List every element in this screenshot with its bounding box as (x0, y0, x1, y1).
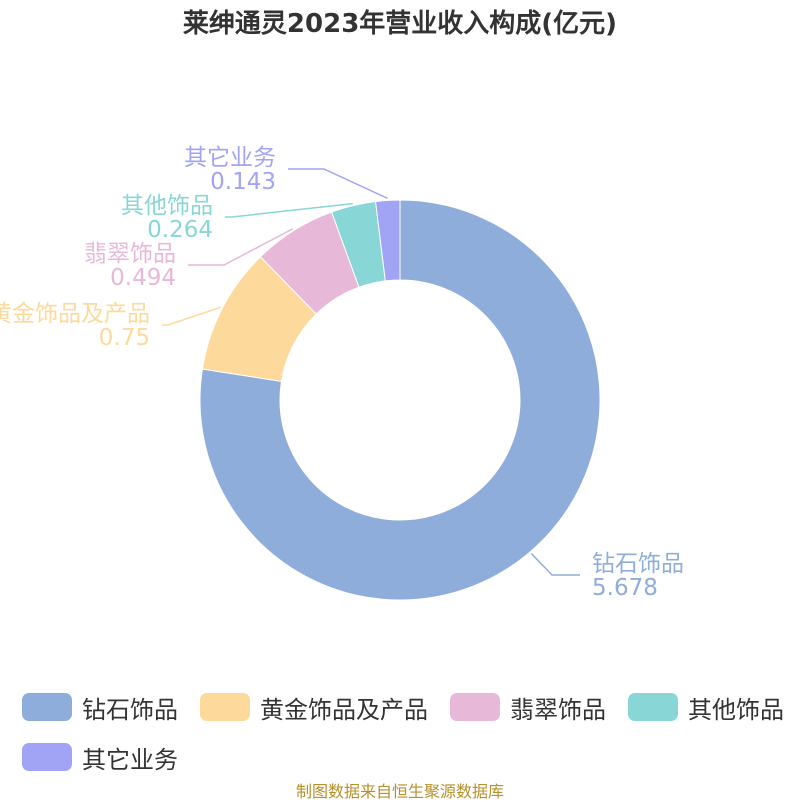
slice-value-4: 0.143 (210, 169, 276, 195)
legend-swatch (200, 693, 250, 721)
legend-item[interactable]: 其他饰品 (628, 690, 784, 725)
slice-value-0: 5.678 (592, 575, 658, 601)
leader-line-4 (288, 168, 388, 200)
legend-label: 其它业务 (82, 745, 178, 774)
slice-4 (374, 199, 401, 282)
source-note: 制图数据来自恒生聚源数据库 (295, 782, 504, 801)
slice-0 (199, 199, 601, 601)
legend-swatch (22, 743, 72, 771)
legend-swatch (628, 693, 678, 721)
leader-line-0 (530, 552, 580, 576)
slices-group (199, 199, 601, 601)
legend-label: 翡翠饰品 (510, 695, 606, 724)
leader-line-3 (225, 202, 353, 218)
slice-label-3: 其他饰品 (121, 193, 213, 219)
slice-value-3: 0.264 (147, 217, 213, 243)
legend-label: 钻石饰品 (82, 695, 178, 724)
slice-value-2: 0.494 (110, 265, 176, 291)
chart-title: 莱绅通灵2023年营业收入构成(亿元) (182, 9, 618, 39)
legend-label: 其他饰品 (688, 695, 784, 724)
legend-item[interactable]: 其它业务 (22, 740, 178, 775)
legend-item[interactable]: 翡翠饰品 (450, 690, 606, 725)
slice-label-1: 黄金饰品及产品 (0, 301, 150, 327)
slice-label-2: 翡翠饰品 (84, 241, 176, 267)
legend-item[interactable]: 黄金饰品及产品 (200, 690, 428, 725)
leader-line-2 (188, 228, 293, 266)
legend-row: 钻石饰品 黄金饰品及产品 翡翠饰品 其他饰品 (22, 688, 800, 726)
legend-item[interactable]: 钻石饰品 (22, 690, 178, 725)
leader-lines-group (162, 168, 580, 576)
legend-swatch (22, 693, 72, 721)
legend: 钻石饰品 黄金饰品及产品 翡翠饰品 其他饰品 其它业务 (0, 688, 800, 788)
slice-label-0: 钻石饰品 (592, 551, 684, 577)
legend-swatch (450, 693, 500, 721)
slice-value-1: 0.75 (99, 325, 150, 351)
legend-row: 其它业务 (22, 738, 800, 776)
legend-label: 黄金饰品及产品 (260, 695, 428, 724)
slice-label-4: 其它业务 (184, 145, 276, 171)
leader-line-1 (162, 306, 221, 326)
